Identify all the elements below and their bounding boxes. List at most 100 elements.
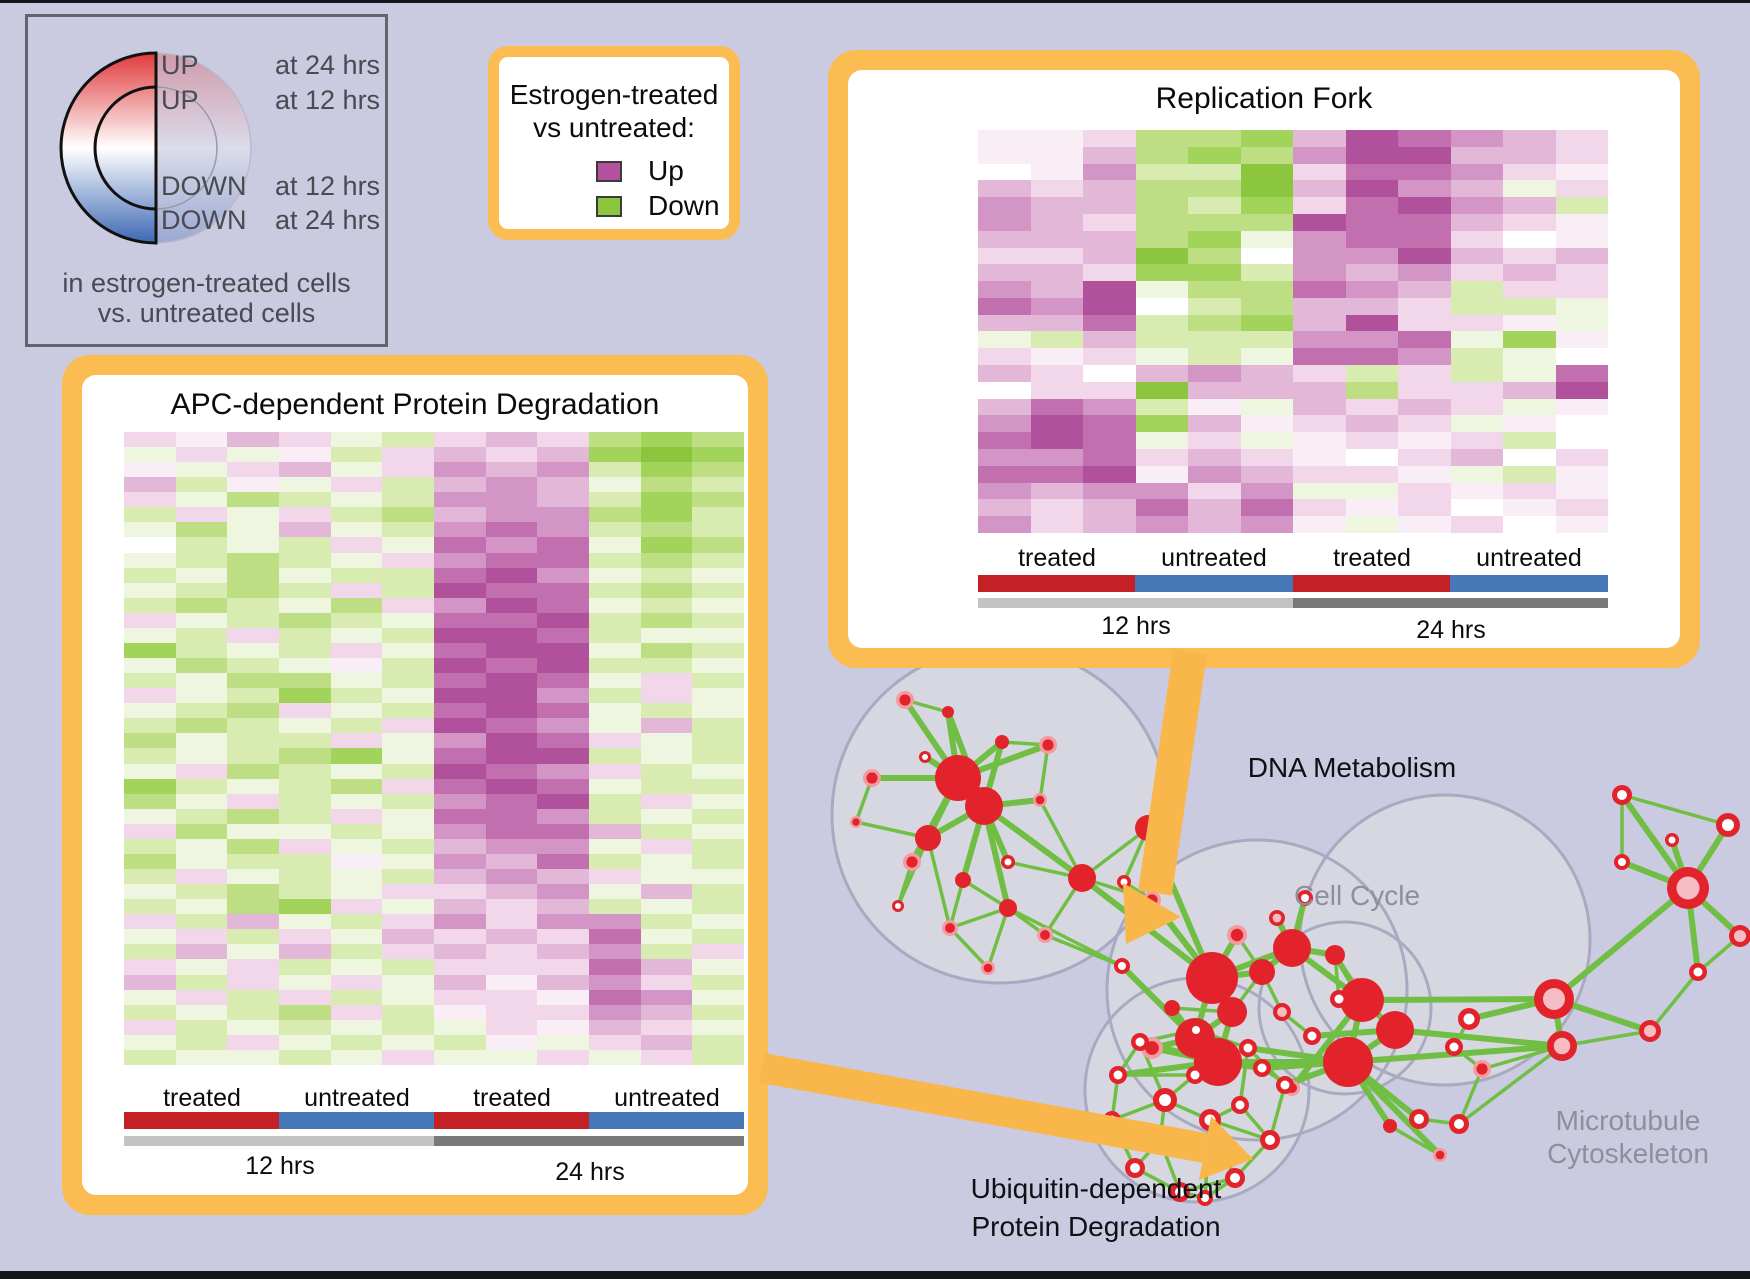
heatmap-cell: [485, 688, 538, 704]
replication-fork-heatmap: [978, 130, 1608, 533]
heatmap-cell: [175, 838, 228, 854]
heatmap-cell: [124, 914, 176, 930]
heatmap-cell: [1293, 297, 1346, 315]
heatmap-cell: [279, 1034, 331, 1050]
network-edge: [1115, 1059, 1221, 1078]
heatmap-cell: [537, 477, 589, 493]
heatmap-cell: [124, 537, 176, 553]
network-node-core: [1449, 1042, 1459, 1052]
heatmap-cell: [640, 492, 693, 508]
heatmap-cell: [1083, 197, 1136, 214]
heatmap-cell: [382, 507, 434, 523]
heatmap-cell: [1503, 264, 1556, 282]
heatmap-cell: [640, 1004, 693, 1020]
heatmap-cell: [1240, 365, 1293, 382]
heatmap-cell: [434, 778, 486, 794]
heatmap-cell: [692, 567, 744, 583]
heatmap-cell: [175, 642, 228, 659]
heatmap-cell: [1503, 415, 1556, 433]
heatmap-cell: [589, 673, 641, 689]
network-node-core: [1113, 1070, 1123, 1080]
network-edge: [1289, 997, 1365, 1091]
heatmap-cell: [1293, 348, 1346, 366]
heatmap-cell: [124, 899, 176, 915]
heatmap-cell: [1293, 365, 1346, 382]
heatmap-cell: [124, 1049, 176, 1065]
network-edge: [1359, 996, 1557, 1003]
heatmap-cell: [692, 1034, 744, 1050]
heatmap-cell: [537, 869, 589, 885]
heatmap-cell: [537, 567, 589, 583]
heatmap-cell: [1135, 163, 1188, 181]
heatmap-cell: [692, 808, 744, 824]
heatmap-cell: [279, 853, 331, 870]
heatmap-cell: [537, 884, 589, 900]
heatmap-cell: [537, 597, 589, 613]
heatmap-cell: [1030, 180, 1083, 198]
heatmap-cell: [537, 929, 589, 945]
heatmap-cell: [589, 492, 641, 508]
heatmap-cell: [1503, 146, 1556, 164]
heatmap-cell: [1135, 331, 1188, 349]
heatmap-cell: [227, 537, 279, 553]
network-edge: [1685, 822, 1731, 891]
heatmap-cell: [640, 929, 693, 945]
network-node: [1249, 959, 1275, 985]
heatmap-cell: [227, 778, 279, 794]
network-edge: [948, 878, 965, 930]
heatmap-cell: [124, 627, 176, 643]
heatmap-cell: [279, 597, 331, 613]
network-node: [915, 825, 941, 851]
heatmap-cell: [434, 763, 486, 779]
heatmap-cell: [1240, 297, 1293, 315]
heatmap-cell: [330, 718, 383, 734]
heatmap-cell: [640, 432, 693, 448]
heatmap-cell: [1240, 264, 1293, 282]
network-label-ubiquitin-line2: Protein Degradation: [971, 1211, 1220, 1242]
heatmap-cell: [227, 929, 279, 945]
link-arrow-shaft: [1138, 649, 1207, 896]
network-node: [1260, 1130, 1280, 1150]
heatmap-cell: [175, 884, 228, 900]
heatmap-cell: [1083, 163, 1136, 181]
heatmap-cell: [382, 763, 434, 779]
heatmap-cell: [537, 808, 589, 824]
network-edge: [1282, 1059, 1351, 1088]
heatmap-cell: [434, 974, 486, 990]
heatmap-cell: [175, 688, 228, 704]
heatmap-cell: [537, 612, 589, 628]
heatmap-cell: [1135, 432, 1188, 450]
heatmap-cell: [1503, 163, 1556, 181]
heatmap-cell: [1450, 516, 1503, 533]
heatmap-cell: [978, 432, 1031, 450]
estrogen-legend-box: Estrogen-treated vs untreated: Up Down: [488, 46, 740, 240]
heatmap-cell: [279, 929, 331, 945]
heatmap-cell: [589, 567, 641, 583]
network-edge: [1193, 1028, 1198, 1077]
heatmap-cell: [279, 507, 331, 523]
network-edge: [945, 709, 961, 781]
heatmap-cell: [1135, 247, 1188, 265]
heatmap-cell: [1345, 465, 1398, 483]
heatmap-cell: [1450, 247, 1503, 265]
heatmap-cell: [175, 1049, 228, 1065]
heatmap-cell: [330, 688, 383, 704]
heatmap-cell: [485, 597, 538, 613]
heatmap-cell: [175, 974, 228, 990]
heatmap-cell: [124, 763, 176, 779]
network-edge: [960, 803, 987, 883]
network-edge: [1259, 1059, 1351, 1071]
network-node-core: [1120, 878, 1128, 886]
network-edge: [1289, 945, 1365, 1003]
heatmap-cell: [1345, 264, 1398, 282]
network-node-core: [1257, 1063, 1267, 1073]
network-edge: [1685, 885, 1743, 939]
heatmap-cell: [330, 432, 383, 448]
heatmap-cell: [382, 838, 434, 854]
heatmap-cell: [279, 838, 331, 854]
heatmap-cell: [1293, 213, 1346, 231]
network-edge: [1268, 1083, 1287, 1142]
apc-title: APC-dependent Protein Degradation: [170, 388, 660, 421]
heatmap-cell: [1030, 381, 1083, 399]
